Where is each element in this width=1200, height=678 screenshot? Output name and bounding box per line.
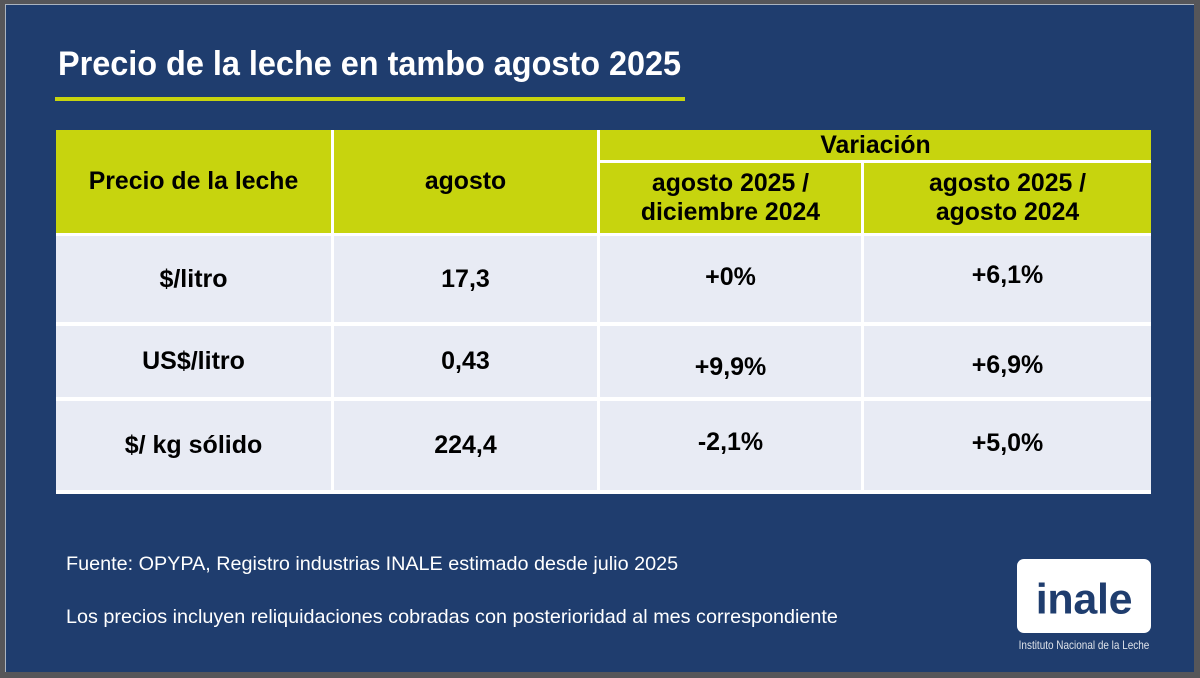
header-col-var-december-text: agosto 2025 /diciembre 2024 [641,169,820,227]
row1-label: $/litro [56,236,331,322]
footer-note: Los precios incluyen reliquidaciones cob… [66,605,838,628]
header-col-month: agosto [334,130,597,233]
row2-var-year: +6,9% [864,326,1151,397]
row3-var-december-text: -2,1% [697,428,764,456]
inale-logo-text: inale [1035,575,1133,623]
row2-var-year-text: +6,9% [971,351,1044,379]
row2-value: 0,43 [334,326,597,397]
header-var-december-line2: diciembre 2024 [640,199,821,226]
row2-label: US$/litro [56,326,331,397]
row2-var-december-text: +9,9% [694,353,767,381]
row1-var-year-text: +6,1% [971,260,1044,289]
slide-title: Precio de la leche en tambo agosto 2025 [58,44,682,83]
row1-var-december: +0% [600,236,861,322]
row2-var-december: +9,9% [600,326,861,397]
inale-logo: inale [1017,559,1151,633]
row1-var-december-text: +0% [705,262,756,291]
row3-var-year: +5,0% [864,401,1151,490]
title-underline [55,97,685,101]
header-var-december-line1: agosto 2025 / [651,170,810,197]
price-table: Precio de la leche agosto Variación agos… [56,130,1151,494]
header-col-var-year-text: agosto 2025 /agosto 2024 [929,169,1086,227]
header-var-year-line2: agosto 2024 [935,199,1080,226]
row3-var-year-text: +5,0% [971,429,1044,457]
header-col-var-year: agosto 2025 /agosto 2024 [864,163,1151,233]
header-variation-group: Variación [600,130,1151,160]
inale-logo-caption: Instituto Nacional de la Leche [1018,638,1150,652]
header-col-label: Precio de la leche [56,130,331,233]
header-col-var-december: agosto 2025 /diciembre 2024 [600,163,861,233]
row3-var-december: -2,1% [600,401,861,490]
header-var-year-line1: agosto 2025 / [928,170,1087,197]
footer-source: Fuente: OPYPA, Registro industrias INALE… [66,553,679,575]
row1-var-year: +6,1% [864,236,1151,322]
row3-label: $/ kg sólido [56,401,331,490]
row1-value: 17,3 [334,236,597,322]
row3-value: 224,4 [334,401,597,490]
